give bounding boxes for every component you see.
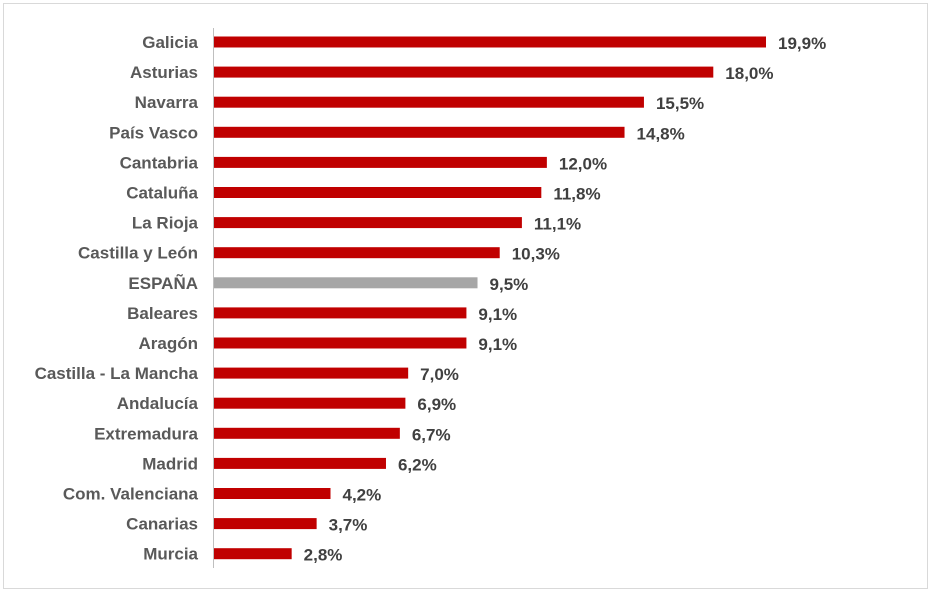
- bar: [214, 367, 409, 379]
- bar: [214, 457, 386, 469]
- category-label: Murcia: [143, 545, 198, 564]
- bar: [214, 66, 714, 78]
- data-label: 19,9%: [778, 34, 826, 53]
- category-label: Galicia: [142, 33, 198, 52]
- data-label: 10,3%: [512, 245, 560, 264]
- category-label: ESPAÑA: [128, 273, 198, 293]
- data-label: 6,9%: [417, 395, 456, 414]
- data-label: 11,1%: [534, 215, 581, 234]
- data-label: 15,5%: [656, 94, 704, 113]
- bar: [214, 187, 542, 198]
- category-label: Baleares: [127, 304, 198, 323]
- data-label: 4,2%: [343, 486, 382, 505]
- data-label: 11,8%: [553, 185, 600, 204]
- category-label: Aragón: [139, 334, 199, 353]
- data-label: 9,1%: [478, 305, 517, 324]
- data-label: 9,5%: [490, 275, 529, 294]
- data-label: 12,0%: [559, 154, 607, 173]
- category-label: Castilla - La Mancha: [35, 364, 199, 383]
- category-label: Asturias: [130, 63, 198, 82]
- category-label: Cataluña: [126, 184, 198, 203]
- bar: [214, 337, 467, 349]
- data-label: 7,0%: [420, 365, 459, 384]
- category-label: Madrid: [142, 454, 198, 473]
- data-label: 6,7%: [412, 425, 451, 444]
- bar-marks: Galicia 19,9% Asturias 18,0% Navarra 15,5% Paí…: [35, 33, 827, 565]
- bar: [214, 156, 547, 168]
- category-label: La Rioja: [132, 214, 199, 233]
- data-label: 2,8%: [304, 546, 343, 565]
- data-label: 14,8%: [637, 124, 685, 143]
- bar: [214, 36, 766, 48]
- bar: [214, 427, 400, 439]
- category-label: Extremadura: [94, 424, 198, 443]
- category-label: Cantabria: [120, 153, 199, 172]
- category-label: Canarias: [126, 515, 198, 534]
- bar: [214, 247, 500, 259]
- bar: [214, 488, 331, 499]
- category-label: País Vasco: [109, 123, 198, 142]
- data-label: 18,0%: [725, 64, 773, 83]
- bar: [214, 548, 292, 560]
- category-label: Andalucía: [117, 394, 199, 413]
- data-label: 9,1%: [478, 335, 517, 354]
- bar: [214, 307, 467, 319]
- bar: [214, 96, 644, 108]
- category-label: Navarra: [135, 93, 199, 112]
- data-label: 3,7%: [329, 516, 368, 535]
- bar: [214, 518, 317, 530]
- category-label: Castilla y León: [78, 244, 198, 263]
- data-label: 6,2%: [398, 455, 437, 474]
- bar: [214, 126, 625, 138]
- bar: [214, 217, 522, 229]
- bar: [214, 397, 406, 409]
- category-label: Com. Valenciana: [63, 485, 199, 504]
- bar-highlight: [214, 277, 478, 289]
